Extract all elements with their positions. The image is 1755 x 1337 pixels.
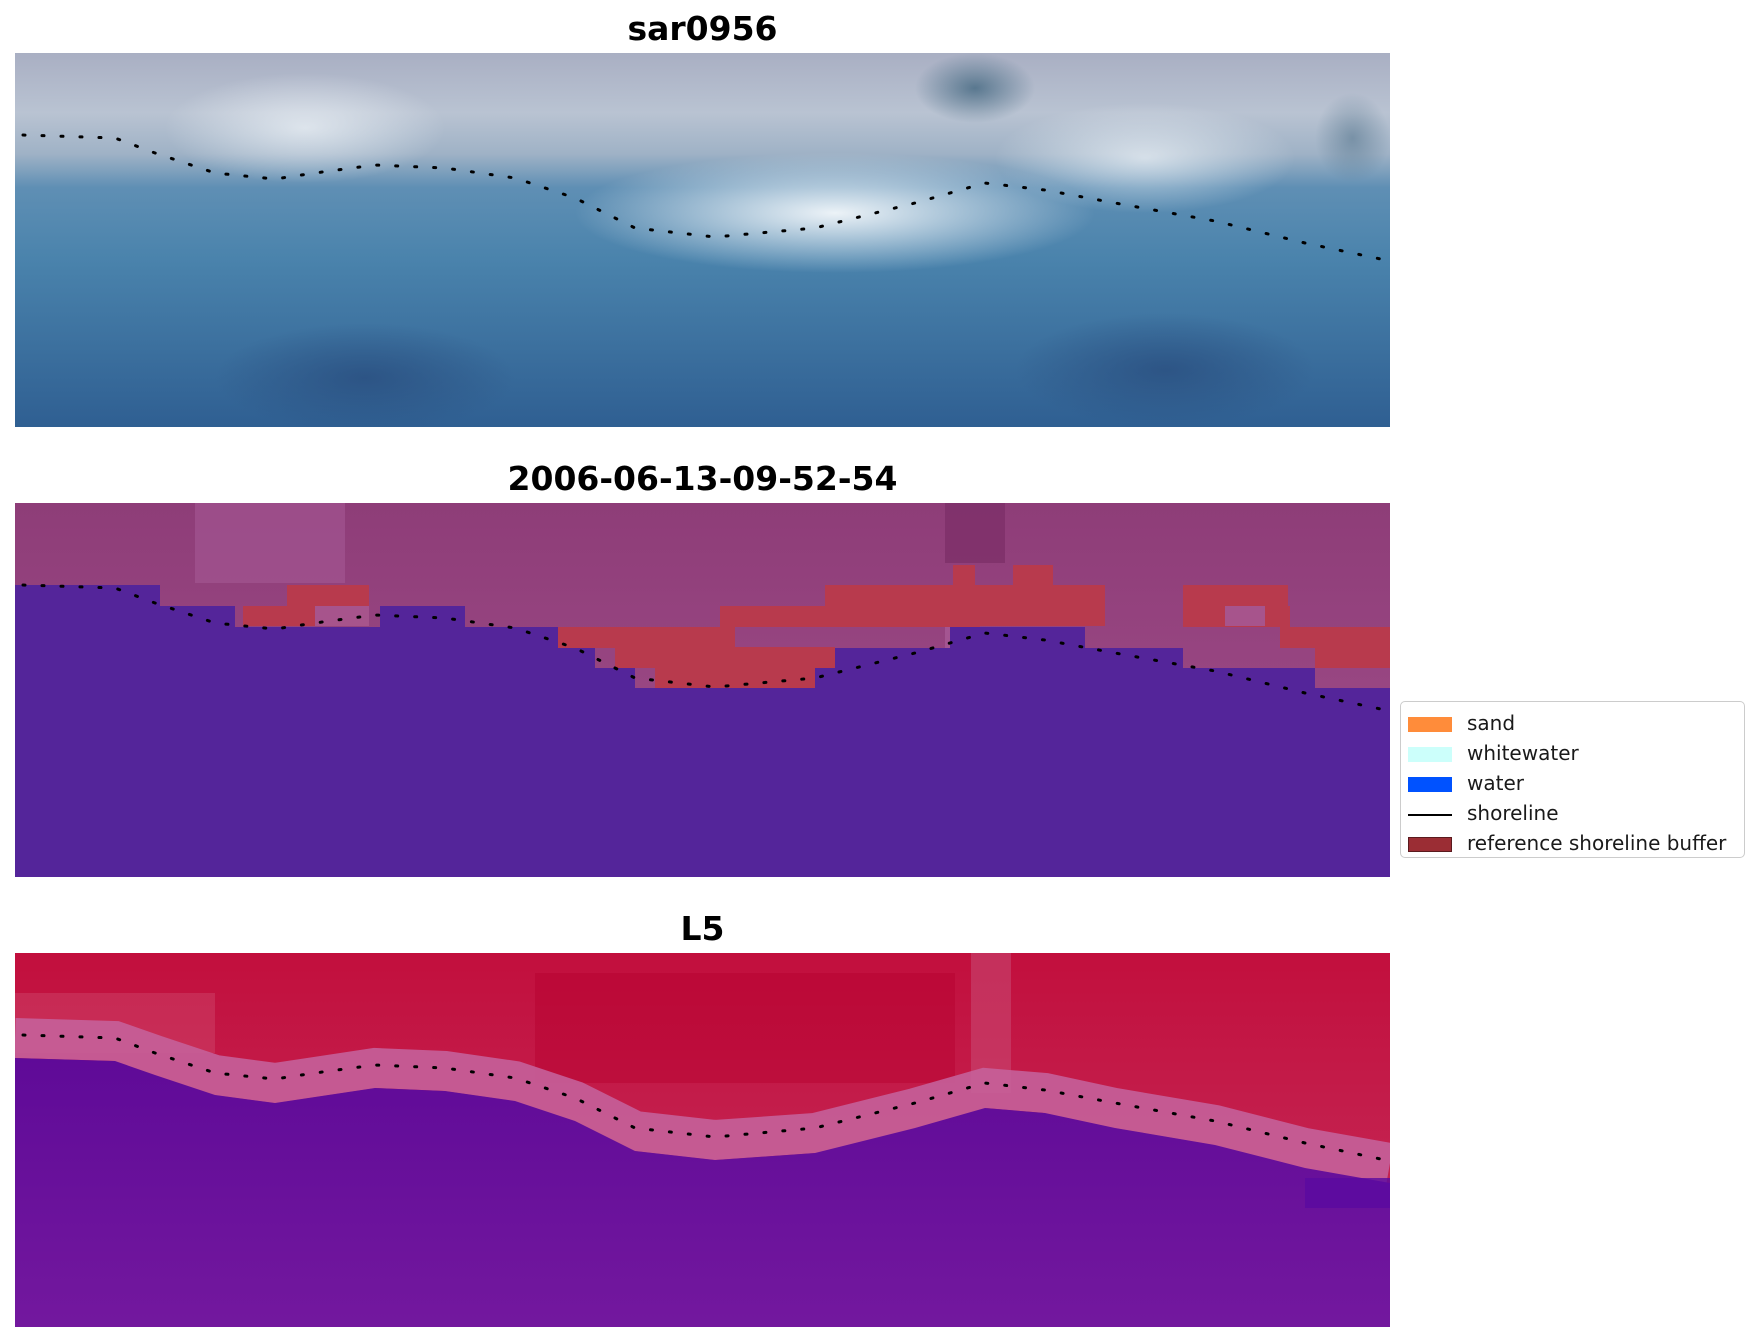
legend-label-water: water [1467,771,1524,795]
panel-title-classification: 2006-06-13-09-52-54 [507,459,898,498]
classification-overlay-image [15,503,1390,877]
legend-item-water: water [1401,769,1744,799]
index-map-image [15,953,1390,1327]
shoreline-line-swatch [1408,814,1452,816]
legend: sand whitewater water shoreline referenc… [1400,701,1745,858]
legend-label-shoreline: shoreline [1467,801,1559,825]
legend-label-whitewater: whitewater [1467,741,1579,765]
legend-item-whitewater: whitewater [1401,739,1744,769]
sand-swatch [1408,717,1452,732]
panel-title-rgb: sar0956 [627,9,778,48]
panel-title-index: L5 [680,909,725,948]
legend-item-buffer: reference shoreline buffer [1401,829,1744,859]
water-swatch [1408,777,1452,792]
whitewater-swatch [1408,747,1452,762]
rgb-satellite-image [15,53,1390,427]
legend-item-sand: sand [1401,709,1744,739]
legend-label-buffer: reference shoreline buffer [1467,831,1727,855]
legend-label-sand: sand [1467,711,1516,735]
buffer-swatch [1408,837,1452,852]
legend-item-shoreline: shoreline [1401,799,1744,829]
